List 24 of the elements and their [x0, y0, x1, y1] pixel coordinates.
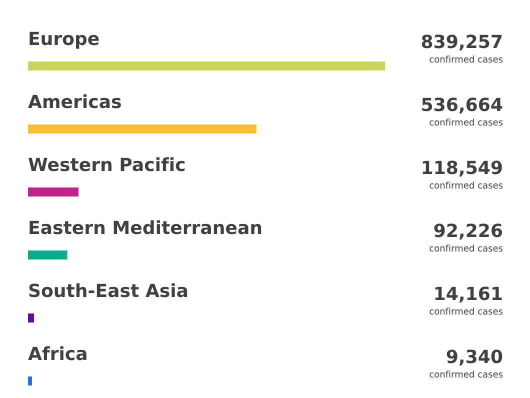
bar	[28, 250, 68, 260]
text: confirmed cases	[430, 56, 503, 63]
bar	[28, 124, 256, 134]
y-tick-label: Eastern Mediterranean	[30, 220, 262, 234]
text: confirmed cases	[430, 118, 503, 126]
y-tick-label: South-East Asia	[29, 283, 188, 298]
data-label: 9,340	[446, 350, 502, 366]
y-tick-label: Western Pacific	[28, 157, 185, 172]
y-tick-label: Africa	[28, 346, 86, 360]
data-label: 536,664	[422, 98, 502, 114]
text: confirmed cases	[430, 244, 503, 252]
bar	[28, 188, 78, 196]
data-label: 14,161	[435, 286, 502, 303]
y-tick-label: Europe	[30, 32, 99, 49]
data-label: 839,257	[422, 34, 502, 51]
text: confirmed cases	[430, 308, 503, 315]
text: confirmed cases	[430, 182, 503, 189]
text: confirmed cases	[430, 370, 503, 378]
bar	[28, 314, 34, 322]
data-label: 92,226	[434, 224, 502, 240]
bar	[28, 376, 32, 386]
y-tick-label: Americas	[28, 94, 121, 108]
data-label: 118,549	[422, 160, 502, 177]
bar	[28, 62, 386, 70]
